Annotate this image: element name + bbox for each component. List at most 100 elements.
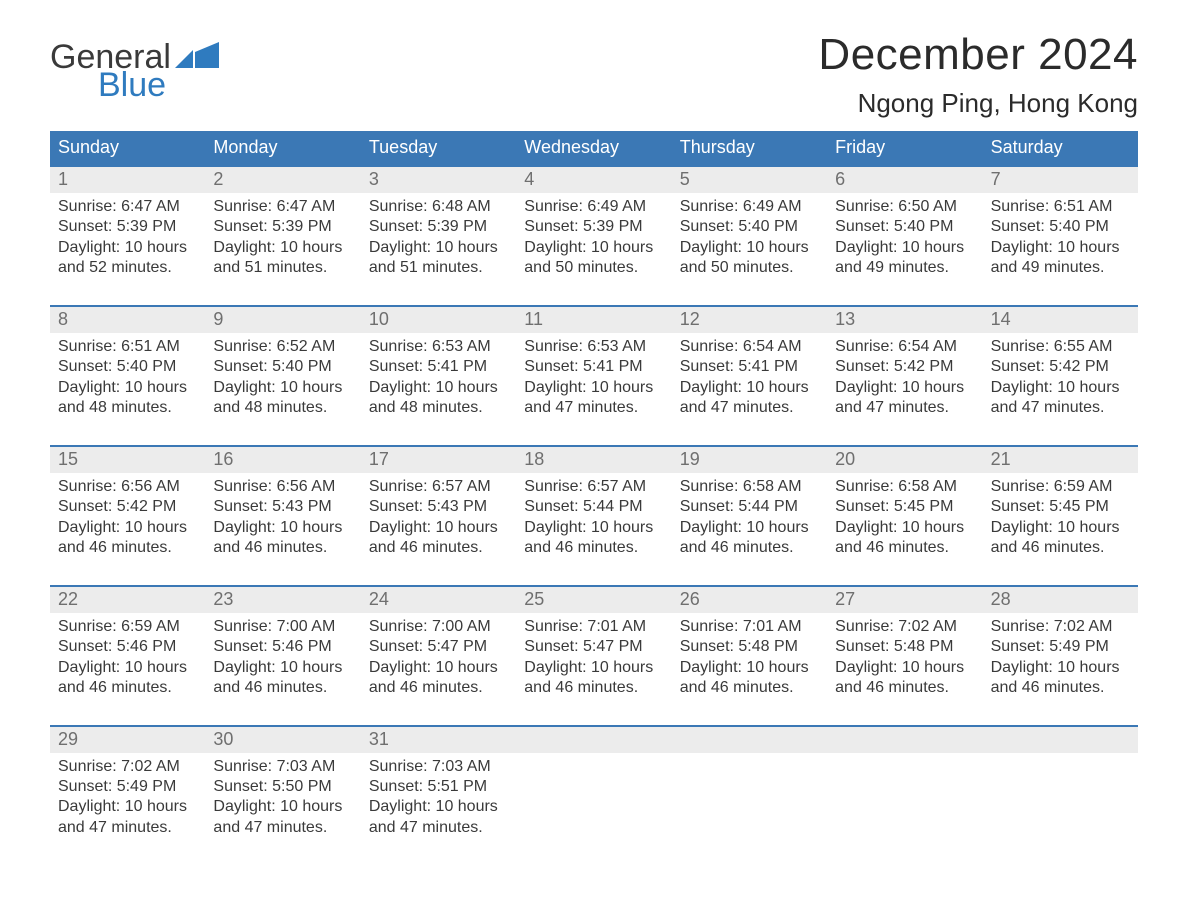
day-sunset: Sunset: 5:45 PM [835,497,974,517]
day-details: Sunrise: 6:50 AMSunset: 5:40 PMDaylight:… [835,193,974,279]
day-sunset: Sunset: 5:49 PM [991,637,1130,657]
day-sunrise: Sunrise: 6:56 AM [213,477,352,497]
day-cell: Sunrise: 6:54 AMSunset: 5:41 PMDaylight:… [672,333,827,425]
day-number: 22 [50,587,205,613]
day-details: Sunrise: 6:54 AMSunset: 5:41 PMDaylight:… [680,333,819,419]
day-cell: Sunrise: 7:00 AMSunset: 5:47 PMDaylight:… [361,613,516,705]
day-dl2: and 47 minutes. [369,818,508,838]
day-dl1: Daylight: 10 hours [680,238,819,258]
day-dl1: Daylight: 10 hours [680,658,819,678]
day-number: 23 [205,587,360,613]
day-details: Sunrise: 6:51 AMSunset: 5:40 PMDaylight:… [991,193,1130,279]
day-dl2: and 46 minutes. [369,538,508,558]
day-details: Sunrise: 6:49 AMSunset: 5:40 PMDaylight:… [680,193,819,279]
day-dl2: and 47 minutes. [680,398,819,418]
day-number: 11 [516,307,671,333]
day-dl2: and 52 minutes. [58,258,197,278]
day-number: 2 [205,167,360,193]
weekday-cell: Friday [827,131,982,165]
day-sunrise: Sunrise: 6:48 AM [369,197,508,217]
day-dl1: Daylight: 10 hours [680,378,819,398]
day-number: 5 [672,167,827,193]
day-details: Sunrise: 6:48 AMSunset: 5:39 PMDaylight:… [369,193,508,279]
day-dl1: Daylight: 10 hours [369,238,508,258]
day-cell: Sunrise: 6:50 AMSunset: 5:40 PMDaylight:… [827,193,982,285]
day-dl1: Daylight: 10 hours [369,658,508,678]
month-title: December 2024 [818,30,1138,80]
day-number: 25 [516,587,671,613]
day-cell: Sunrise: 6:47 AMSunset: 5:39 PMDaylight:… [50,193,205,285]
day-details: Sunrise: 6:54 AMSunset: 5:42 PMDaylight:… [835,333,974,419]
day-number: 8 [50,307,205,333]
week-row: 15161718192021Sunrise: 6:56 AMSunset: 5:… [50,445,1138,565]
day-sunset: Sunset: 5:40 PM [213,357,352,377]
day-details: Sunrise: 7:02 AMSunset: 5:49 PMDaylight:… [58,753,197,839]
day-dl2: and 46 minutes. [991,678,1130,698]
day-sunrise: Sunrise: 7:00 AM [213,617,352,637]
day-sunrise: Sunrise: 6:51 AM [991,197,1130,217]
day-dl1: Daylight: 10 hours [58,378,197,398]
day-details: Sunrise: 6:57 AMSunset: 5:43 PMDaylight:… [369,473,508,559]
day-dl2: and 47 minutes. [835,398,974,418]
day-details: Sunrise: 7:00 AMSunset: 5:46 PMDaylight:… [213,613,352,699]
day-details: Sunrise: 7:02 AMSunset: 5:49 PMDaylight:… [991,613,1130,699]
day-cell: Sunrise: 6:51 AMSunset: 5:40 PMDaylight:… [50,333,205,425]
day-cell: Sunrise: 6:48 AMSunset: 5:39 PMDaylight:… [361,193,516,285]
day-number: 6 [827,167,982,193]
day-details: Sunrise: 6:56 AMSunset: 5:43 PMDaylight:… [213,473,352,559]
day-sunset: Sunset: 5:40 PM [58,357,197,377]
day-cell: Sunrise: 7:02 AMSunset: 5:48 PMDaylight:… [827,613,982,705]
day-sunset: Sunset: 5:42 PM [835,357,974,377]
weekday-cell: Monday [205,131,360,165]
day-number: 28 [983,587,1138,613]
day-sunset: Sunset: 5:44 PM [680,497,819,517]
day-details: Sunrise: 6:47 AMSunset: 5:39 PMDaylight:… [58,193,197,279]
day-dl2: and 46 minutes. [369,678,508,698]
day-sunrise: Sunrise: 7:03 AM [213,757,352,777]
day-dl1: Daylight: 10 hours [835,658,974,678]
day-cell: Sunrise: 7:03 AMSunset: 5:51 PMDaylight:… [361,753,516,845]
day-cell [672,753,827,845]
header: General Blue December 2024 Ngong Ping, H… [50,30,1138,119]
day-sunset: Sunset: 5:41 PM [369,357,508,377]
day-sunrise: Sunrise: 6:58 AM [835,477,974,497]
weekday-cell: Tuesday [361,131,516,165]
location-label: Ngong Ping, Hong Kong [818,88,1138,119]
day-details: Sunrise: 6:58 AMSunset: 5:44 PMDaylight:… [680,473,819,559]
day-dl2: and 46 minutes. [213,678,352,698]
day-sunrise: Sunrise: 6:59 AM [58,617,197,637]
brand-logo: General Blue [50,40,219,102]
day-dl1: Daylight: 10 hours [524,658,663,678]
day-details: Sunrise: 7:01 AMSunset: 5:48 PMDaylight:… [680,613,819,699]
day-sunrise: Sunrise: 6:51 AM [58,337,197,357]
flag-icon [175,42,219,68]
day-cell: Sunrise: 6:47 AMSunset: 5:39 PMDaylight:… [205,193,360,285]
day-cell: Sunrise: 6:58 AMSunset: 5:44 PMDaylight:… [672,473,827,565]
day-details: Sunrise: 6:55 AMSunset: 5:42 PMDaylight:… [991,333,1130,419]
day-cell: Sunrise: 6:55 AMSunset: 5:42 PMDaylight:… [983,333,1138,425]
day-dl2: and 51 minutes. [369,258,508,278]
day-sunrise: Sunrise: 6:52 AM [213,337,352,357]
day-sunset: Sunset: 5:47 PM [524,637,663,657]
day-sunset: Sunset: 5:48 PM [680,637,819,657]
day-dl2: and 48 minutes. [58,398,197,418]
day-sunrise: Sunrise: 7:02 AM [58,757,197,777]
day-number: 3 [361,167,516,193]
day-dl2: and 48 minutes. [369,398,508,418]
day-sunset: Sunset: 5:40 PM [991,217,1130,237]
day-dl2: and 46 minutes. [680,538,819,558]
day-dl1: Daylight: 10 hours [369,378,508,398]
day-dl2: and 46 minutes. [991,538,1130,558]
week-row: 891011121314Sunrise: 6:51 AMSunset: 5:40… [50,305,1138,425]
day-details: Sunrise: 6:52 AMSunset: 5:40 PMDaylight:… [213,333,352,419]
day-number: 13 [827,307,982,333]
day-dl2: and 51 minutes. [213,258,352,278]
day-sunrise: Sunrise: 6:55 AM [991,337,1130,357]
day-dl1: Daylight: 10 hours [991,378,1130,398]
day-number: 31 [361,727,516,753]
day-dl1: Daylight: 10 hours [524,238,663,258]
day-number [516,727,671,753]
day-dl2: and 46 minutes. [680,678,819,698]
day-dl2: and 46 minutes. [58,538,197,558]
day-dl1: Daylight: 10 hours [524,378,663,398]
